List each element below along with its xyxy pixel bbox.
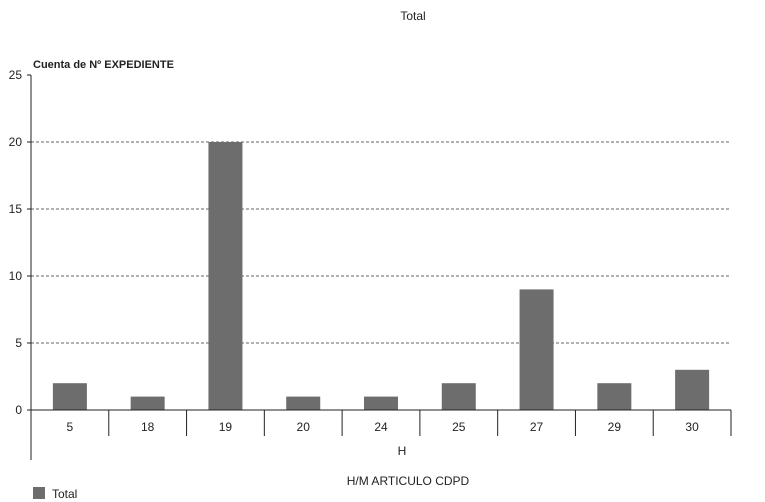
bar [364, 396, 398, 410]
y-tick-label: 25 [9, 68, 23, 82]
bar [52, 383, 87, 410]
x-tick-label: 27 [530, 420, 544, 434]
x-group-label: H [398, 444, 407, 458]
gridlines [31, 141, 731, 344]
x-tick-label: 5 [67, 420, 74, 434]
axes [27, 74, 732, 460]
y-tick-label: 15 [9, 202, 23, 216]
y-tick-label: 5 [15, 336, 22, 350]
bar [675, 369, 710, 410]
legend: Total [33, 487, 77, 501]
y-tick-label: 10 [9, 269, 23, 283]
legend-swatch [33, 487, 45, 499]
x-axis-title: H/M ARTICULO CDPD [347, 474, 470, 488]
legend-label: Total [52, 487, 77, 501]
bar [286, 396, 321, 410]
x-tick-label: 30 [685, 420, 699, 434]
x-tick-label: 25 [452, 420, 466, 434]
x-tick-label: 29 [608, 420, 622, 434]
bar [519, 289, 554, 410]
x-tick-label: 20 [297, 420, 311, 434]
bar [597, 383, 632, 410]
bar [441, 383, 476, 410]
y-tick-label: 0 [15, 403, 22, 417]
chart-title: Total [400, 9, 425, 23]
bar [130, 396, 165, 410]
x-tick-label: 24 [374, 420, 388, 434]
bar [208, 142, 243, 410]
x-tick-label: 18 [141, 420, 155, 434]
x-tick-label: 19 [219, 420, 233, 434]
y-tick-label: 20 [9, 135, 23, 149]
y-axis-title: Cuenta de Nº EXPEDIENTE [33, 59, 174, 71]
x-tick-labels: 5 18 19 20 24 25 27 29 30 [67, 420, 700, 434]
bars [52, 142, 710, 410]
y-tick-labels: 0 5 10 15 20 25 [9, 68, 23, 417]
